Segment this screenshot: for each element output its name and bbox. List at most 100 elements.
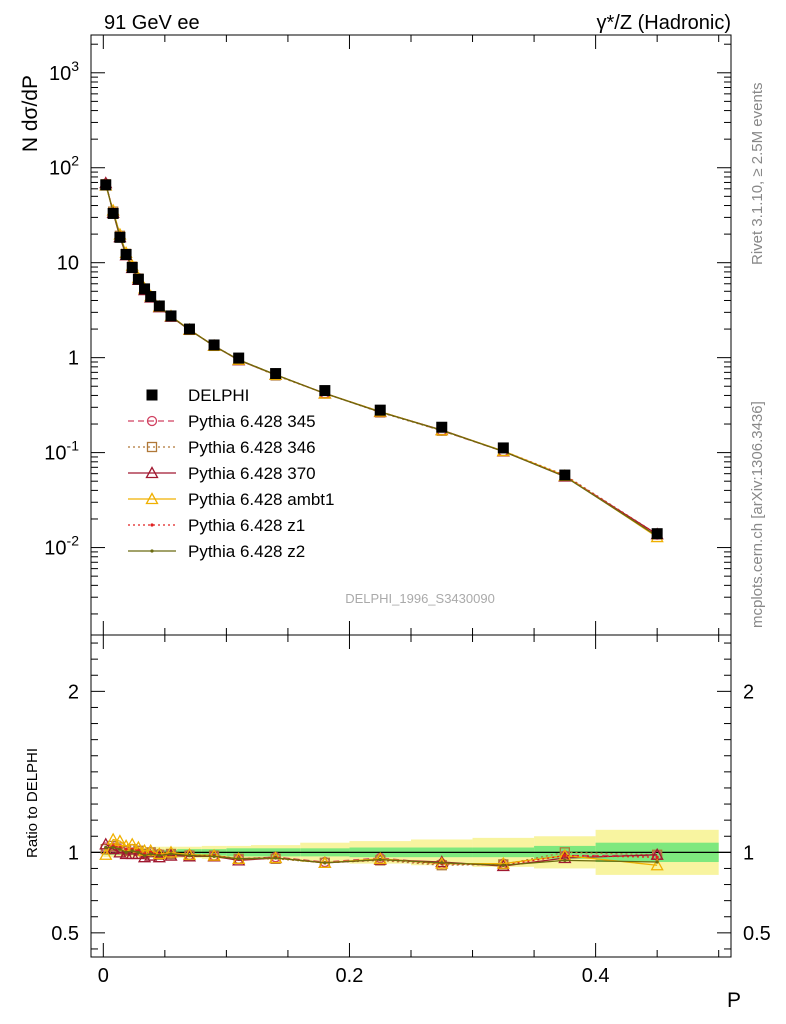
legend-marker bbox=[145, 466, 159, 479]
ratio-pythia-6-428-z2-point bbox=[378, 857, 382, 862]
main-delphi-point bbox=[270, 368, 282, 380]
ratio-pythia-6-428-z2-point bbox=[157, 853, 161, 858]
ratio-pythia-6-428-z2-point bbox=[237, 857, 241, 861]
main-pythia-6-428-ambt1-line bbox=[105, 185, 658, 538]
main-pythia-6-428-z2-line bbox=[105, 183, 658, 537]
ratio-pythia-6-428-z2-point bbox=[124, 850, 128, 854]
ratio-pythia-6-428-370-point bbox=[435, 855, 449, 868]
ratio-pythia-6-428-z2-point bbox=[136, 850, 140, 854]
rivet-version-label: Rivet 3.1.10, ≥ 2.5M events bbox=[749, 83, 766, 266]
main-delphi-point bbox=[139, 283, 151, 295]
legend-label: Pythia 6.428 345 bbox=[188, 412, 316, 431]
legend-item-pythia-6-428-370: Pythia 6.428 370 bbox=[128, 464, 316, 483]
x-tick-label: 0.2 bbox=[336, 965, 364, 987]
legend-marker bbox=[146, 415, 158, 427]
ratio-pythia-6-428-z2-point bbox=[130, 849, 134, 853]
legend-item-delphi: DELPHI bbox=[146, 386, 249, 405]
ratio-pythia-6-428-ambt1-point bbox=[207, 848, 221, 861]
main-panel: 10-2 10-1 1 10 102 103 DELPHI_1996_S3430090 N… bbox=[19, 34, 732, 636]
legend-label: DELPHI bbox=[188, 386, 249, 405]
ratio-pythia-6-428-ambt1-point bbox=[182, 847, 197, 860]
mcplots-label: mcplots.cern.ch [arXiv:1306.3436] bbox=[749, 401, 766, 628]
main-delphi-point bbox=[319, 385, 331, 397]
ratio-pythia-6-428-z2-point bbox=[501, 863, 505, 867]
y-tick-label: 10-2 bbox=[44, 533, 79, 560]
ratio-pythia-6-428-ambt1-point bbox=[650, 858, 664, 871]
ratio-pythia-6-428-370-point bbox=[164, 848, 178, 861]
ratio-pythia-6-428-z2-point bbox=[169, 852, 173, 856]
legend-marker bbox=[150, 549, 154, 553]
ratio-panel: 0.5 0.5 1 1 2 2 0 0.2 0.4 Ratio to DELPHI P bbox=[24, 634, 771, 1012]
ratio-pythia-6-428-370-point bbox=[232, 853, 246, 866]
y-tick-label: 1 bbox=[68, 348, 79, 370]
x-tick-label: 0 bbox=[98, 965, 109, 987]
ratio-pythia-6-428-z1-point bbox=[563, 853, 567, 858]
legend-marker bbox=[145, 492, 159, 505]
ratio-uncertainty-bands bbox=[91, 829, 731, 875]
y-tick-label: 103 bbox=[49, 58, 79, 85]
ratio-pythia-6-428-z2-point bbox=[563, 858, 567, 863]
main-delphi-point bbox=[497, 442, 509, 454]
legend-item-pythia-6-428-z1: Pythia 6.428 z1 bbox=[128, 516, 305, 535]
ratio-pythia-6-428-z1-point bbox=[124, 847, 128, 851]
ratio-pythia-6-428-z2-point bbox=[187, 853, 192, 858]
ratio-y-tick-label-right: 2 bbox=[743, 681, 754, 703]
ratio-y-tick-label: 2 bbox=[68, 681, 79, 703]
main-delphi-point bbox=[132, 273, 144, 285]
ratio-pythia-6-428-ambt1-point bbox=[106, 832, 120, 845]
x-axis-label: P bbox=[727, 989, 741, 1012]
legend-marker bbox=[146, 389, 158, 401]
ratio-pythia-6-428-ambt1-point bbox=[113, 834, 127, 847]
ratio-y-tick-label: 0.5 bbox=[51, 923, 79, 945]
main-data-series bbox=[99, 176, 664, 543]
main-delphi-point bbox=[153, 300, 165, 312]
legend-item-pythia-6-428-346: Pythia 6.428 346 bbox=[128, 438, 316, 457]
main-delphi-point bbox=[208, 339, 220, 351]
main-axis-ticks: 10-2 10-1 1 10 102 103 bbox=[44, 35, 731, 635]
main-delphi-point bbox=[436, 421, 448, 433]
main-delphi-point bbox=[374, 404, 386, 416]
main-delphi-point bbox=[559, 469, 571, 481]
y-tick-label: 10-1 bbox=[44, 438, 79, 465]
ratio-y-tick-label-right: 0.5 bbox=[743, 923, 771, 945]
ratio-pythia-6-428-ambt1-point bbox=[152, 847, 166, 860]
main-y-axis-label: N dσ/dP bbox=[19, 75, 42, 152]
ratio-y-tick-label: 1 bbox=[68, 842, 79, 864]
legend-marker bbox=[146, 441, 158, 453]
ratio-pythia-6-428-ambt1-point bbox=[164, 845, 178, 858]
ratio-pythia-6-428-z2-point bbox=[111, 845, 115, 850]
ratio-pythia-6-428-ambt1-point bbox=[99, 847, 113, 860]
ratio-axis-ticks: 0.5 0.5 1 1 2 2 0 0.2 0.4 bbox=[51, 635, 771, 987]
main-delphi-point bbox=[120, 248, 132, 260]
ratio-pythia-6-428-ambt1-point bbox=[496, 856, 510, 869]
x-tick-label: 0.4 bbox=[582, 965, 610, 987]
main-delphi-point bbox=[233, 352, 245, 364]
main-delphi-point bbox=[126, 262, 138, 274]
main-delphi-point bbox=[107, 207, 119, 219]
ratio-pythia-6-428-370-point bbox=[558, 851, 572, 864]
ratio-pythia-6-428-z1-point bbox=[655, 855, 659, 859]
main-delphi-point bbox=[100, 179, 112, 191]
ratio-frame bbox=[90, 634, 732, 958]
legend-marker bbox=[150, 523, 154, 527]
y-tick-label: 10 bbox=[57, 253, 79, 275]
main-delphi-point bbox=[145, 291, 157, 303]
legend-label: Pythia 6.428 ambt1 bbox=[188, 490, 334, 509]
legend: DELPHI Pythia 6.428 345 Pythia 6.428 346 Py… bbox=[128, 386, 334, 561]
ratio-y-tick-label-right: 1 bbox=[743, 842, 754, 864]
ratio-pythia-6-428-z2-point bbox=[323, 861, 327, 865]
legend-item-pythia-6-428-345: Pythia 6.428 345 bbox=[128, 412, 316, 431]
legend-label: Pythia 6.428 370 bbox=[188, 464, 316, 483]
main-delphi-point bbox=[183, 323, 195, 335]
legend-label: Pythia 6.428 z1 bbox=[188, 516, 305, 535]
ratio-pythia-6-428-ambt1-point bbox=[373, 851, 387, 864]
main-delphi-point bbox=[165, 310, 177, 322]
analysis-id-label: DELPHI_1996_S3430090 bbox=[345, 591, 495, 606]
ratio-pythia-6-428-z2-point bbox=[440, 861, 444, 865]
ratio-pythia-6-428-z2-point bbox=[149, 852, 153, 856]
main-delphi-point bbox=[114, 231, 126, 243]
ratio-pythia-6-428-370-line bbox=[105, 843, 658, 867]
legend-label: Pythia 6.428 z2 bbox=[188, 542, 305, 561]
ratio-data-series bbox=[99, 832, 664, 872]
